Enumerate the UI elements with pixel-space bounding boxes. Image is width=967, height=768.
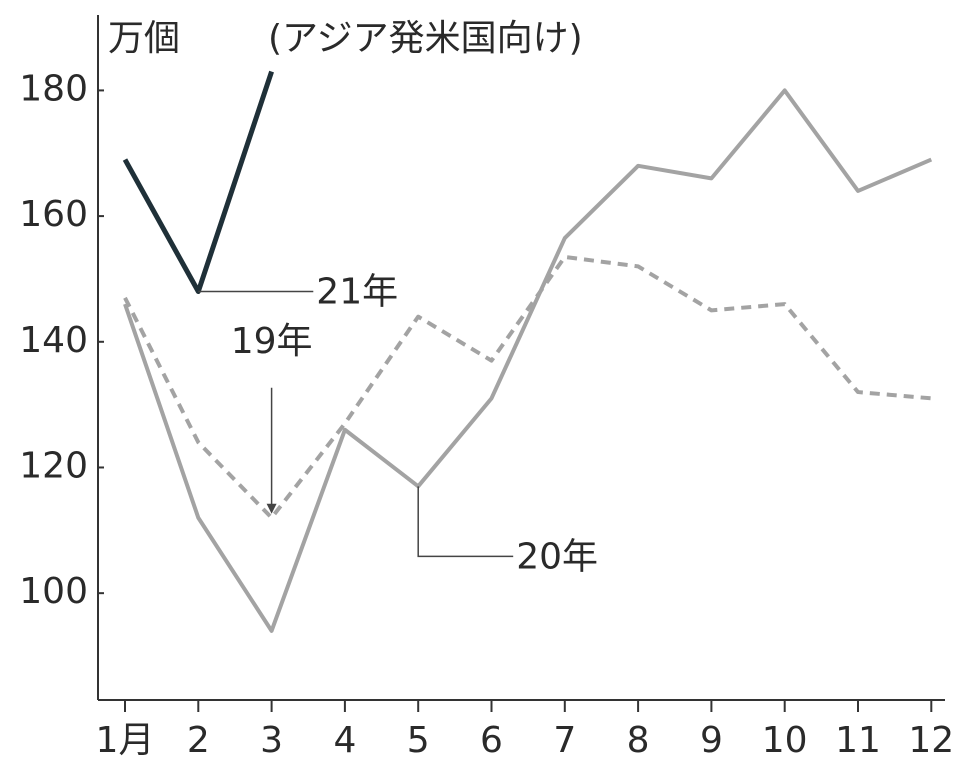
- x-tick-label: 7: [553, 720, 576, 761]
- unit-label: 万個: [108, 18, 180, 59]
- series-line: [123, 254, 932, 520]
- x-tick-label: 4: [333, 720, 356, 761]
- x-tick-label: 2: [187, 720, 210, 761]
- y-tick-label: 120: [19, 445, 88, 486]
- series-label: 21年: [316, 272, 398, 313]
- y-tick-label: 180: [19, 68, 88, 109]
- y-tick-label: 140: [19, 320, 88, 361]
- x-tick-label: 9: [700, 720, 723, 761]
- x-tick-label: 11: [835, 720, 881, 761]
- x-tick-label: 10: [762, 720, 808, 761]
- x-tick-label: 3: [260, 720, 283, 761]
- chart-title: (アジア発米国向け): [268, 18, 583, 59]
- x-tick-label: 12: [908, 720, 954, 761]
- series-line: [122, 70, 274, 295]
- x-tick-label: 5: [407, 720, 430, 761]
- leader-line: [417, 486, 514, 558]
- series-line: [123, 88, 933, 633]
- y-tick-label: 160: [19, 194, 88, 235]
- y-tick-label: 100: [19, 571, 88, 612]
- x-tick-label: 8: [627, 720, 650, 761]
- series-label: 19年: [231, 321, 313, 362]
- arrow-head: [266, 503, 277, 514]
- series-label: 20年: [516, 536, 598, 577]
- x-tick-label: 6: [480, 720, 503, 761]
- x-tick-label: 1月: [96, 720, 155, 761]
